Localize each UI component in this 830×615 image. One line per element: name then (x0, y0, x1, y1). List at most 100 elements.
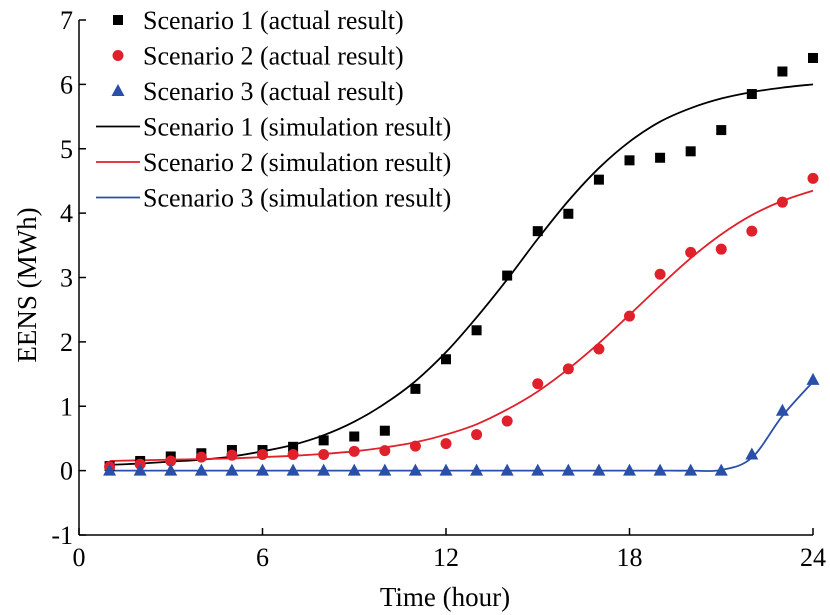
data-point (317, 463, 331, 476)
data-point (441, 354, 451, 365)
data-point (807, 172, 819, 184)
data-point (532, 378, 544, 390)
data-point (746, 225, 758, 237)
legend-item: Scenario 1 (actual result) (113, 6, 404, 35)
data-point (226, 449, 238, 461)
x-tick-label: 0 (73, 543, 86, 572)
data-point (133, 463, 147, 476)
data-point (103, 463, 117, 476)
y-tick-label: 5 (60, 135, 73, 164)
data-point (654, 268, 666, 280)
y-axis-title: EENS (MWh) (12, 207, 42, 362)
legend-marker (111, 84, 125, 96)
legend-label: Scenario 1 (simulation result) (143, 113, 451, 142)
y-tick-label: 6 (60, 70, 73, 99)
data-point (287, 449, 299, 461)
y-tick-label: 1 (60, 392, 73, 421)
legend-item: Scenario 2 (actual result) (112, 42, 404, 71)
data-point (563, 208, 574, 219)
data-point (440, 438, 452, 450)
legend-item: Scenario 2 (simulation result) (96, 148, 451, 177)
x-tick-label: 12 (433, 543, 459, 572)
data-point (746, 89, 757, 100)
data-point (562, 363, 574, 375)
data-point (655, 152, 666, 163)
legend-label: Scenario 3 (simulation result) (143, 184, 451, 213)
data-point (410, 383, 421, 394)
x-axis: 0 6 12 18 24 (73, 528, 826, 572)
data-point (347, 463, 361, 476)
series-line-5 (109, 189, 814, 462)
data-point (256, 463, 269, 476)
data-point (439, 463, 453, 476)
data-point (532, 226, 543, 237)
data-point (502, 270, 513, 281)
data-point (379, 425, 390, 436)
data-point (716, 125, 727, 136)
data-point (777, 66, 788, 77)
data-point (806, 372, 820, 385)
data-point (348, 445, 360, 457)
data-point (165, 455, 177, 467)
data-point (470, 463, 484, 476)
series-points-2 (104, 172, 819, 473)
legend-label: Scenario 2 (actual result) (143, 42, 404, 71)
data-point (471, 429, 483, 441)
data-point (194, 463, 208, 476)
series-lines (109, 83, 814, 473)
data-point (593, 343, 605, 355)
legend-item: Scenario 1 (simulation result) (96, 113, 451, 142)
x-tick-label: 18 (617, 543, 643, 572)
data-point (776, 196, 788, 208)
data-point (685, 146, 696, 157)
y-tick-label: 0 (60, 457, 73, 486)
legend-label: Scenario 2 (simulation result) (143, 148, 451, 177)
y-axis: -1 0 1 2 3 4 5 6 7 (51, 6, 86, 550)
data-point (561, 463, 575, 476)
data-point (623, 463, 636, 476)
data-point (378, 463, 392, 476)
data-point (408, 463, 422, 476)
data-point (286, 463, 300, 476)
data-point (164, 463, 178, 476)
x-axis-title: Time (hour) (380, 582, 510, 612)
data-point (715, 243, 727, 255)
data-point (288, 441, 299, 452)
data-point (500, 463, 514, 476)
series-points-3 (103, 372, 820, 476)
data-point (685, 246, 697, 258)
y-tick-label: -1 (51, 521, 73, 550)
data-point (501, 415, 513, 427)
data-point (409, 440, 421, 452)
data-point (684, 463, 698, 476)
data-point (624, 155, 635, 166)
series-points (103, 52, 820, 476)
data-point (257, 449, 268, 461)
data-point (349, 431, 360, 442)
data-point (318, 435, 329, 446)
data-point (592, 463, 606, 476)
data-point (318, 449, 330, 461)
data-point (745, 447, 759, 460)
data-point (624, 310, 635, 322)
data-point (531, 463, 545, 476)
data-point (225, 463, 239, 476)
data-point (593, 174, 604, 185)
legend-item: Scenario 3 (simulation result) (96, 184, 451, 213)
x-tick-label: 6 (256, 543, 269, 572)
data-point (775, 403, 789, 416)
data-point (471, 325, 482, 336)
data-point (195, 451, 207, 463)
legend-marker (112, 50, 124, 61)
legend-item: Scenario 3 (actual result) (111, 77, 404, 106)
data-point (808, 52, 818, 63)
legend-label: Scenario 3 (actual result) (143, 77, 404, 106)
x-tick-label: 24 (800, 543, 826, 572)
legend: Scenario 1 (actual result) Scenario 2 (ac… (96, 6, 451, 213)
data-point (714, 463, 728, 476)
y-tick-label: 2 (60, 328, 73, 357)
y-tick-label: 3 (60, 264, 73, 293)
data-point (379, 445, 391, 457)
legend-label: Scenario 1 (actual result) (143, 6, 404, 35)
